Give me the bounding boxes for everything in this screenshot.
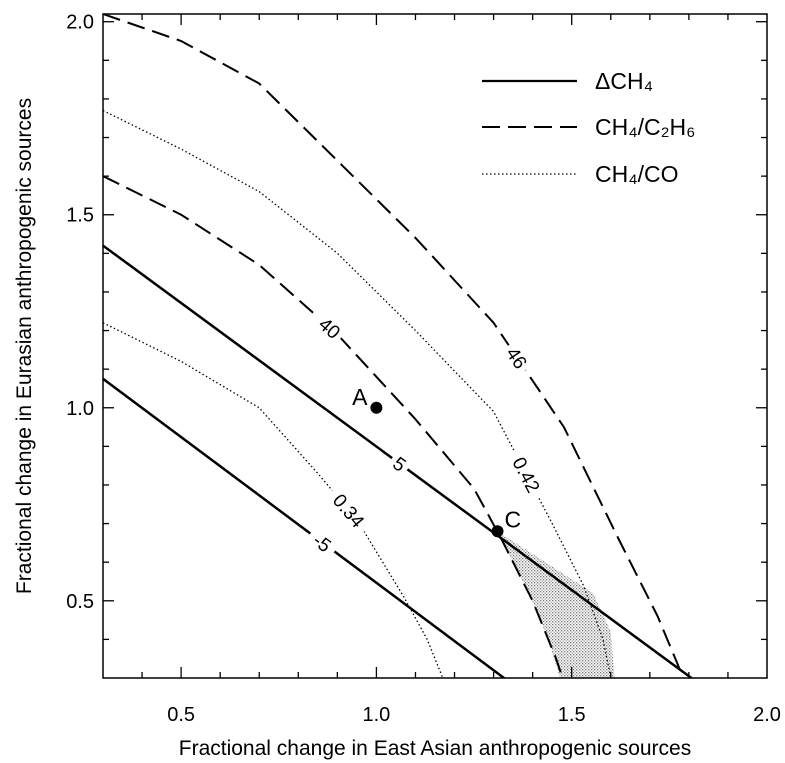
point-a-marker (370, 401, 383, 414)
y-tick-label: 1.0 (66, 398, 94, 420)
y-tick-label: 0.5 (66, 591, 94, 613)
curve-ch-co-0-34 (103, 322, 444, 678)
x-tick-label: 0.5 (167, 704, 195, 726)
point-a-label: A (352, 384, 368, 410)
y-tick-label: 2.0 (66, 12, 94, 34)
legend-label-ch4-c2h6: CH₄/C₂H₆ (595, 114, 695, 140)
legend: ΔCH₄ CH₄/C₂H₆ CH₄/CO (482, 68, 695, 187)
point-c-label: C (504, 506, 521, 532)
y-axis-title: Fractional change in Eurasian anthropoge… (13, 98, 36, 594)
curve-ch-c-h-40 (103, 175, 564, 678)
legend-label-delta-ch4: ΔCH₄ (595, 68, 653, 94)
x-tick-label: 2.0 (753, 704, 781, 726)
plot-frame (102, 13, 768, 679)
curve-ch-5 (103, 377, 507, 678)
x-tick-label: 1.5 (558, 704, 586, 726)
curve-ch-c-h-46 (103, 14, 685, 678)
shaded-region (497, 531, 615, 678)
legend-label-ch4-co: CH₄/CO (595, 161, 679, 187)
point-c-marker (491, 525, 504, 538)
x-tick-label: 1.0 (363, 704, 391, 726)
x-axis-title: Fractional change in East Asian anthropo… (179, 737, 691, 760)
y-tick-label: 1.5 (66, 205, 94, 227)
